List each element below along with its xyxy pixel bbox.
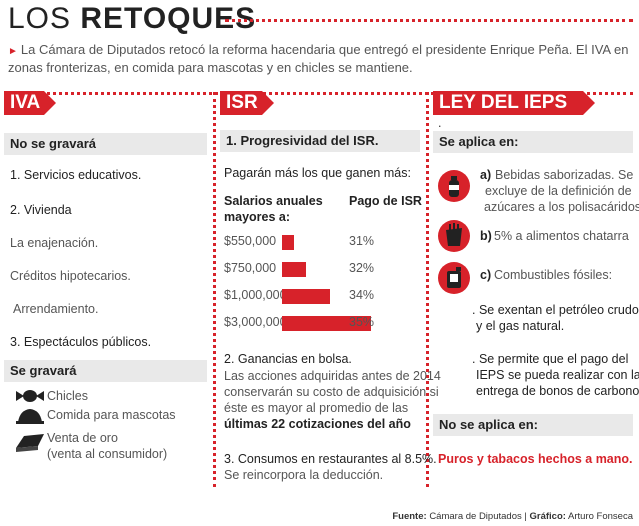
- column-divider-2: [426, 92, 429, 487]
- isr-data-label: 35%: [349, 315, 375, 329]
- iva-no-gravara-header: No se gravará: [4, 133, 207, 155]
- ieps-a-line3: azúcares a los polisacáridos.: [484, 200, 639, 214]
- iva-chicles: Chicles: [47, 389, 88, 403]
- isr-tick-label: $550,000: [224, 234, 277, 248]
- ieps-a-label: a): [480, 168, 492, 182]
- iva-no-gravara-label: No se gravará: [10, 136, 96, 151]
- ieps-tag-label: LEY DEL IEPS: [439, 92, 568, 113]
- intro-text: ► La Cámara de Diputados retocó la reform…: [8, 42, 633, 76]
- footer-fuente-label: Fuente:: [392, 511, 427, 522]
- pet-food-icon: [16, 409, 44, 424]
- ieps-dot: .: [438, 116, 442, 130]
- footer-grafico-label: Gráfico:: [529, 511, 566, 522]
- intro-arrow-icon: ►: [8, 46, 18, 57]
- isr-bar: [282, 262, 306, 277]
- ieps-p2-line1: . Se permite que el pago del: [472, 352, 629, 366]
- iva-creditos: Créditos hipotecarios.: [10, 269, 131, 283]
- isr-data-label: 34%: [349, 288, 375, 302]
- page-title: LOS RETOQUES: [8, 2, 256, 36]
- isr-tick-label: $750,000: [224, 261, 277, 275]
- isr-ganancias-line1: Las acciones adquiridas antes de 2014: [224, 369, 441, 383]
- ieps-p2-line2: IEPS se pueda realizar con la: [476, 368, 639, 382]
- isr-col2-header: Pago de ISR: [349, 194, 422, 208]
- fuel-can-glyph: [447, 267, 461, 288]
- section-divider: [4, 92, 633, 95]
- ieps-puros: Puros y tabacos hechos a mano.: [438, 452, 633, 466]
- ieps-tag: LEY DEL IEPS: [433, 91, 595, 115]
- isr-bar: [282, 316, 371, 331]
- ieps-b-text: 5% a alimentos chatarra: [494, 229, 629, 243]
- gold-bar-icon: [16, 434, 44, 452]
- isr-consumos-title: 3. Consumos en restaurantes al 8.5%.: [224, 452, 437, 466]
- isr-ganancias-line3: éste es mayor al promedio de las: [224, 401, 409, 415]
- ieps-b-label: b): [480, 229, 492, 243]
- junk-food-glyph: [446, 223, 462, 246]
- iva-item-3: 3. Espectáculos públicos.: [10, 335, 152, 349]
- ieps-c-text: Combustibles fósiles:: [494, 268, 613, 282]
- fuel-can-icon: [438, 262, 470, 294]
- iva-se-gravara-header: Se gravará: [4, 360, 207, 382]
- candy-icon: [16, 390, 44, 402]
- footer-credits: Fuente: Cámara de Diputados | Gráfico: A…: [392, 511, 633, 522]
- title-bold: RETOQUES: [80, 2, 257, 35]
- ieps-c-label: c): [480, 268, 492, 282]
- iva-oro-2: (venta al consumidor): [47, 447, 168, 461]
- isr-data-label: 31%: [349, 234, 375, 248]
- title-divider: [225, 19, 633, 22]
- intro-paragraph: La Cámara de Diputados retocó la reforma…: [8, 42, 629, 75]
- ieps-aplica-label: Se aplica en:: [439, 134, 519, 149]
- isr-sub-label: 1. Progresividad del ISR.: [226, 133, 379, 148]
- ieps-aplica-header: Se aplica en:: [433, 131, 633, 153]
- title-light: LOS: [8, 2, 81, 35]
- footer-separator: |: [524, 511, 527, 522]
- iva-comida: Comida para mascotas: [47, 408, 176, 422]
- iva-item-2: 2. Vivienda: [10, 203, 72, 217]
- ieps-a-line2: excluye de la definición de: [485, 184, 632, 198]
- isr-consumos-line1: Se reincorpora la deducción.: [224, 468, 384, 482]
- isr-ganancias-line4: últimas 22 cotizaciones del año: [224, 417, 411, 431]
- iva-arrendamiento: Arrendamiento.: [13, 302, 99, 316]
- ieps-p1-line2: y el gas natural.: [476, 319, 565, 333]
- footer-fuente: Cámara de Diputados: [429, 511, 522, 522]
- isr-ganancias-line2: conservarán su costo de adquisición si: [224, 385, 439, 399]
- soda-bottle-glyph: [449, 176, 459, 197]
- footer-grafico: Arturo Fonseca: [568, 511, 633, 522]
- junk-food-icon: [438, 220, 470, 252]
- isr-data-label: 32%: [349, 261, 375, 275]
- isr-pagaran: Pagarán más los que ganen más:: [224, 166, 411, 180]
- isr-tag-label: ISR: [226, 92, 258, 113]
- soda-bottle-icon: [438, 170, 470, 202]
- isr-bar: [282, 235, 294, 250]
- ieps-p2-line3: entrega de bonos de carbono.: [476, 384, 639, 398]
- iva-item-1: 1. Servicios educativos.: [10, 168, 142, 182]
- isr-col1-header-line2: mayores a:: [224, 210, 291, 224]
- iva-tag: IVA: [4, 91, 56, 115]
- column-divider-1: [213, 92, 216, 487]
- isr-col1-header-line1: Salarios anuales: [224, 194, 323, 208]
- isr-tick-label: $3,000,000: [224, 315, 287, 329]
- isr-ganancias-title: 2. Ganancias en bolsa.: [224, 352, 352, 366]
- iva-se-gravara-label: Se gravará: [10, 363, 77, 378]
- isr-tag: ISR: [220, 91, 274, 115]
- ieps-p1-line1: . Se exentan el petróleo crudo: [472, 303, 639, 317]
- isr-sub-header: 1. Progresividad del ISR.: [220, 130, 420, 152]
- ieps-a-line1: Bebidas saborizadas. Se: [495, 168, 634, 182]
- isr-bar: [282, 289, 330, 304]
- isr-bar-chart: $550,000 31% $750,000 32% $1,000,000 34% $3,00…: [220, 228, 420, 348]
- ieps-no-aplica-header: No se aplica en:: [433, 414, 633, 436]
- iva-tag-label: IVA: [10, 92, 41, 113]
- iva-oro-1: Venta de oro: [47, 431, 118, 445]
- ieps-no-aplica-label: No se aplica en:: [439, 417, 538, 432]
- isr-tick-label: $1,000,000: [224, 288, 287, 302]
- iva-enajenacion: La enajenación.: [10, 236, 99, 250]
